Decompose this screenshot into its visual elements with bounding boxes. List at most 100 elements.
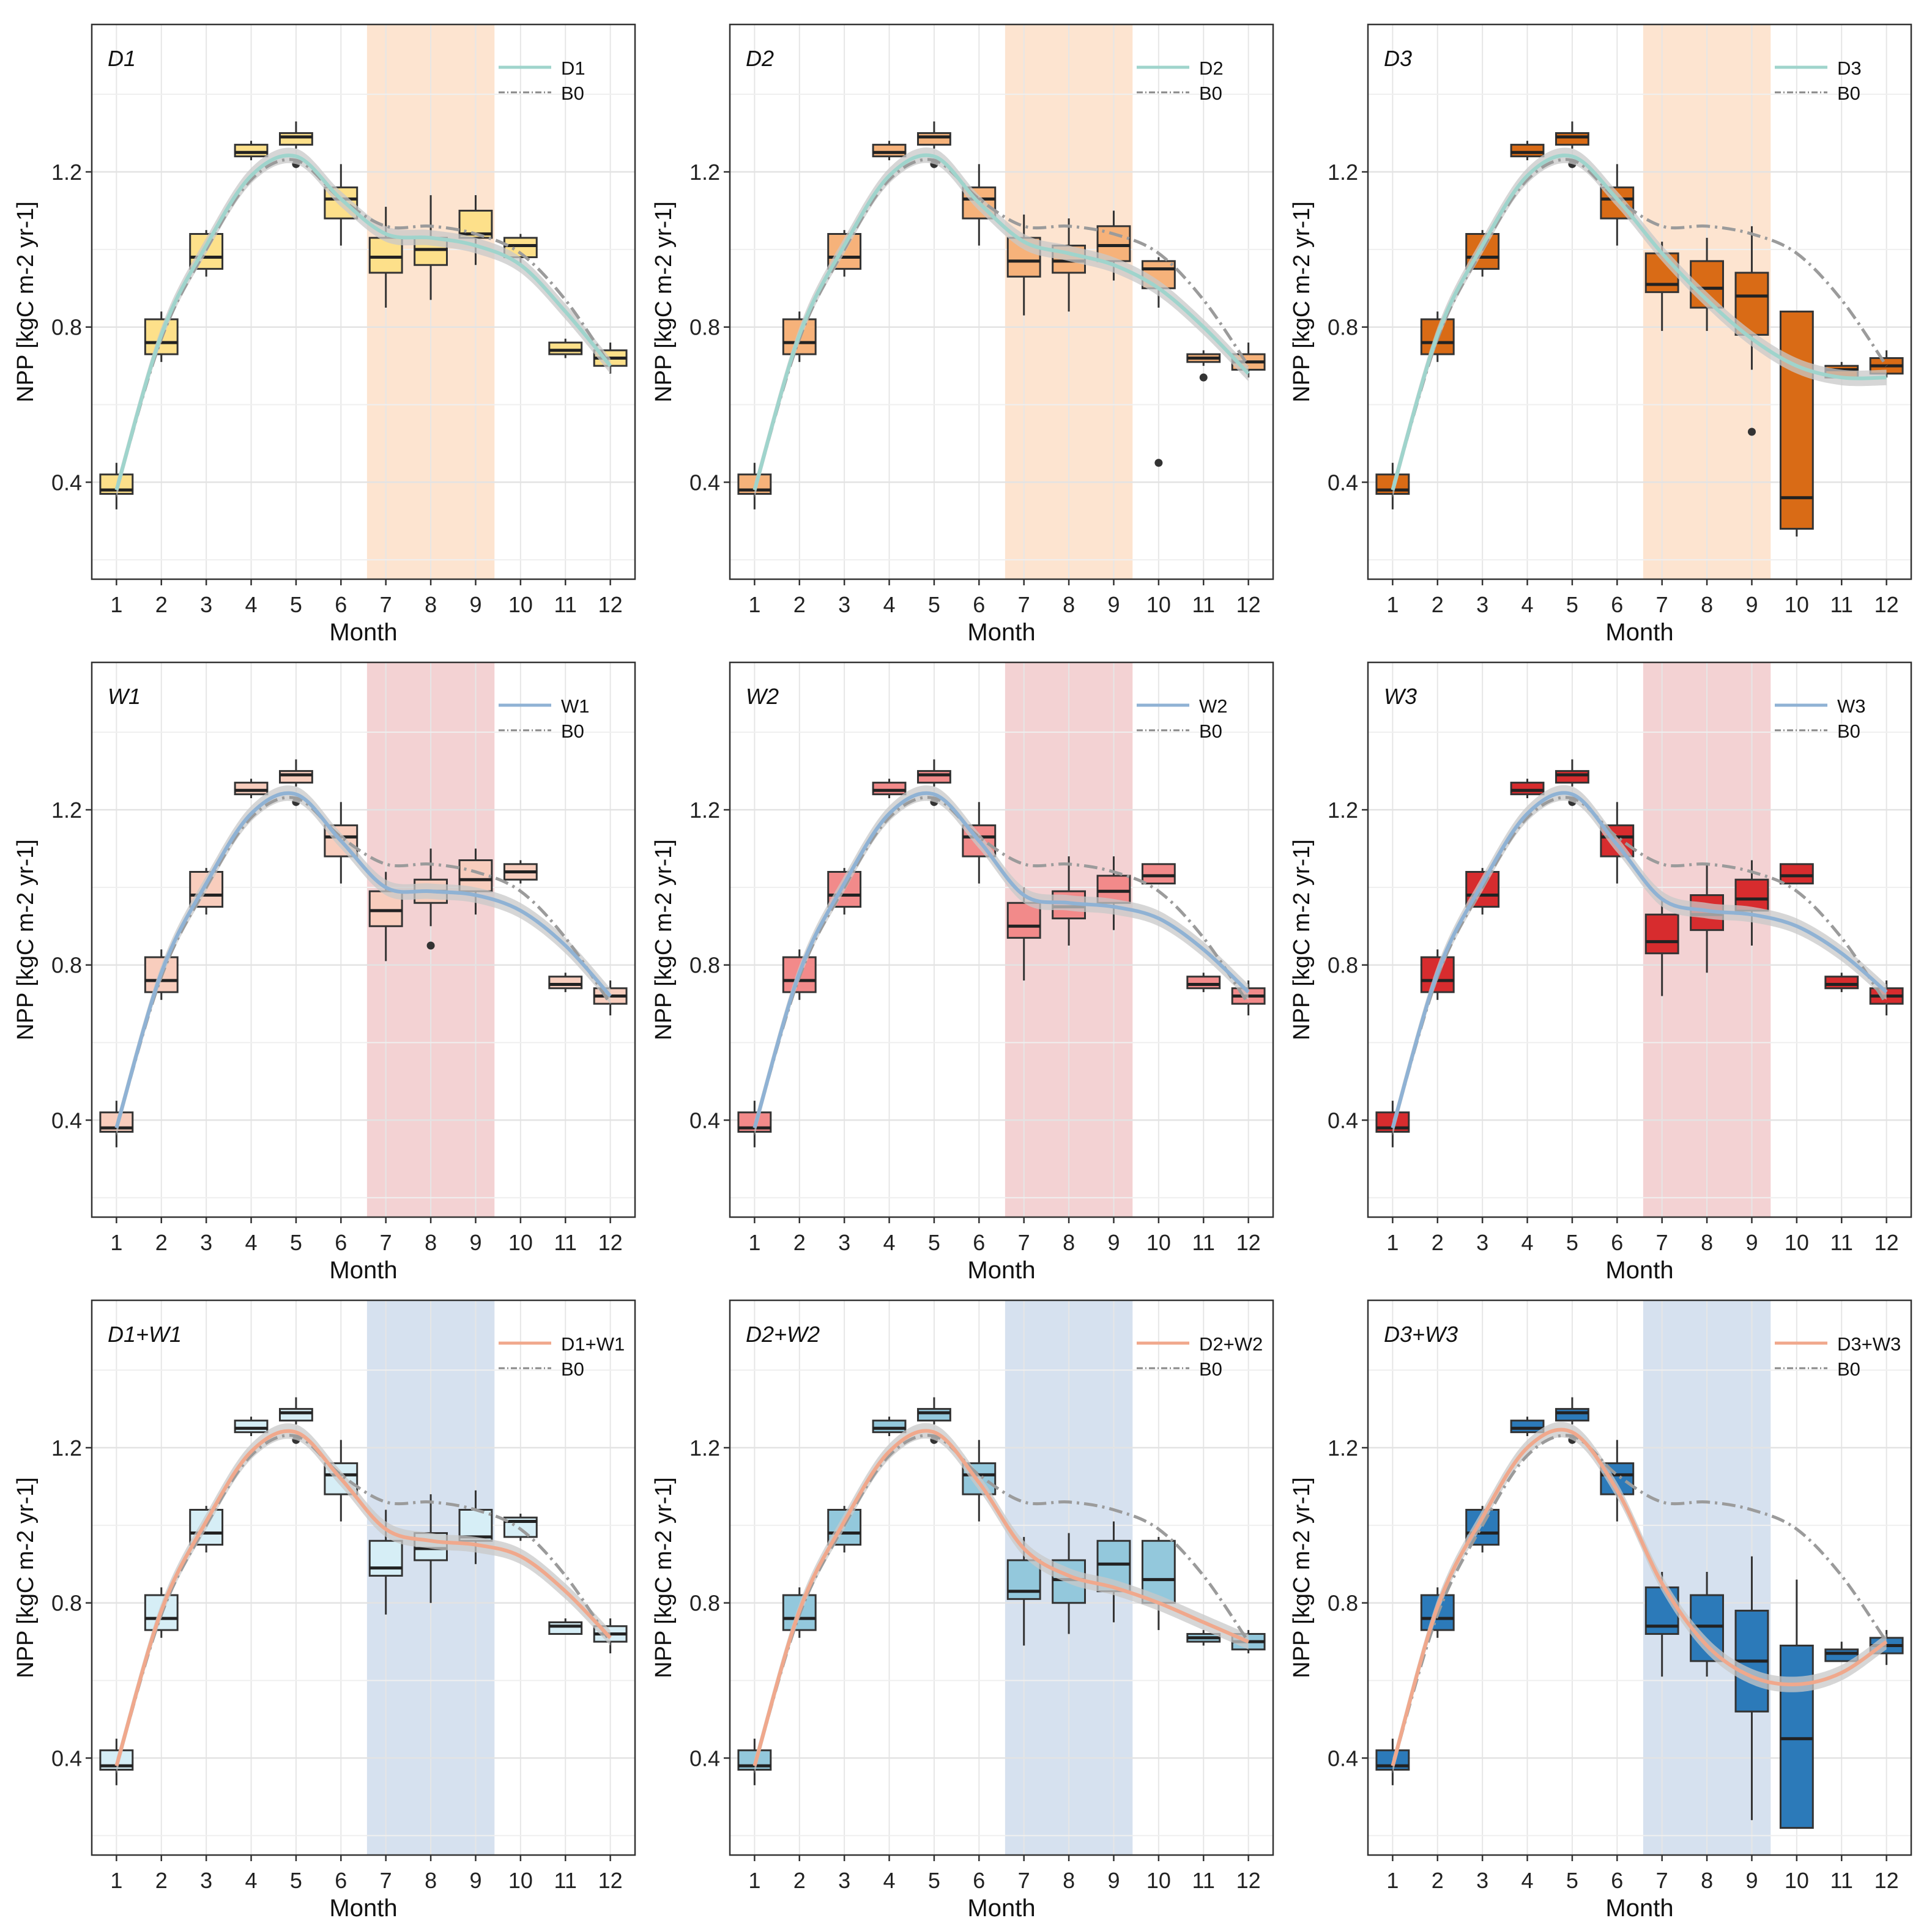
panel-title: W3 [1384, 684, 1417, 709]
legend-label-fit: W1 [561, 695, 590, 717]
panel-frame [1367, 661, 1912, 1218]
x-tick-label: 11 [554, 1230, 577, 1255]
y-tick-label: 0.8 [689, 953, 720, 978]
x-tick-label: 7 [380, 1230, 392, 1255]
x-tick-label: 3 [1476, 592, 1488, 617]
x-tick-label: 3 [1476, 1868, 1488, 1893]
box-iqr [234, 782, 269, 796]
box-month-11 [548, 972, 583, 993]
x-tick-label: 2 [155, 1230, 168, 1255]
y-axis-title: NPP [kgC m-2 yr-1] [1289, 1477, 1315, 1678]
x-tick-label: 9 [1107, 1868, 1120, 1893]
legend-label-baseline: B0 [1199, 83, 1222, 104]
x-tick-label: 5 [1566, 1868, 1578, 1893]
outlier-point [1199, 373, 1208, 382]
legend-label-baseline: B0 [1199, 1358, 1222, 1380]
legend-label-baseline: B0 [1199, 720, 1222, 742]
x-tick-label: 3 [838, 1868, 850, 1893]
box-iqr [234, 1420, 269, 1434]
x-axis-title: Month [1605, 1257, 1673, 1284]
baseline-line [753, 1434, 1250, 1766]
x-tick-label: 5 [928, 1868, 940, 1893]
x-tick-label: 4 [883, 1230, 896, 1255]
box-month-10 [503, 1513, 538, 1541]
y-tick-label: 0.4 [1328, 470, 1358, 495]
legend-label-fit: D1 [561, 57, 585, 79]
y-tick-label: 1.2 [51, 160, 82, 185]
x-tick-label: 8 [1701, 592, 1713, 617]
baseline-line [1391, 1434, 1888, 1766]
box-month-4 [1510, 1417, 1545, 1436]
y-axis-title: NPP [kgC m-2 yr-1] [1289, 839, 1315, 1040]
box-month-4 [872, 1417, 907, 1436]
box-iqr [782, 318, 817, 355]
box-month-4 [234, 141, 269, 160]
y-tick-label: 1.2 [1328, 798, 1358, 823]
x-tick-label: 7 [1018, 1868, 1030, 1893]
x-tick-label: 6 [335, 1868, 347, 1893]
x-tick-label: 8 [1063, 1868, 1075, 1893]
x-tick-label: 1 [748, 1868, 760, 1893]
x-tick-label: 2 [155, 592, 168, 617]
baseline-line [753, 158, 1250, 491]
baseline-line [115, 158, 612, 491]
outlier-point [426, 941, 435, 950]
panel-title: W1 [108, 684, 141, 709]
x-tick-label: 8 [1063, 592, 1075, 617]
y-tick-label: 1.2 [689, 160, 720, 185]
panel-title: W2 [746, 684, 779, 709]
x-tick-label: 10 [1785, 1868, 1809, 1893]
x-axis-title: Month [329, 1895, 397, 1922]
x-axis-title: Month [1605, 1895, 1673, 1922]
y-axis-title: NPP [kgC m-2 yr-1] [13, 201, 39, 402]
x-tick-label: 4 [245, 1230, 258, 1255]
x-tick-label: 2 [1432, 592, 1444, 617]
box-month-11 [1186, 1630, 1221, 1646]
x-tick-label: 4 [883, 1868, 896, 1893]
box-month-10 [503, 860, 538, 884]
legend-label-fit: D2 [1199, 57, 1224, 79]
y-tick-label: 0.4 [51, 470, 82, 495]
plot-background [92, 24, 635, 579]
panel-frame [1367, 23, 1912, 580]
baseline-line [1391, 158, 1888, 491]
legend-label-baseline: B0 [1837, 720, 1860, 742]
x-tick-label: 6 [1611, 1868, 1623, 1893]
fit-line [1391, 1428, 1888, 1766]
x-tick-label: 1 [748, 592, 760, 617]
box-month-11 [548, 338, 583, 358]
panel-frame [729, 23, 1274, 580]
x-tick-label: 4 [245, 1868, 258, 1893]
x-tick-label: 4 [1521, 592, 1534, 617]
outlier-point [1154, 459, 1163, 467]
box-iqr [548, 1621, 583, 1635]
y-tick-label: 0.4 [1328, 1108, 1358, 1133]
x-tick-label: 5 [928, 592, 940, 617]
x-tick-label: 6 [335, 1230, 347, 1255]
x-tick-label: 3 [200, 1868, 212, 1893]
outlier-point [1747, 428, 1756, 436]
box-month-4 [1510, 779, 1545, 798]
y-tick-label: 1.2 [51, 1435, 82, 1461]
box-iqr [1555, 132, 1589, 146]
x-tick-label: 12 [1236, 1868, 1261, 1893]
x-tick-label: 10 [1146, 592, 1171, 617]
x-tick-label: 5 [928, 1230, 940, 1255]
legend-label-fit: W3 [1837, 695, 1866, 717]
box-iqr [916, 770, 951, 784]
panel-frame [1367, 1299, 1912, 1856]
baseline-line [115, 1434, 612, 1766]
box-month-4 [234, 1417, 269, 1436]
x-tick-label: 1 [110, 1868, 122, 1893]
x-tick-label: 9 [1107, 1230, 1120, 1255]
box-month-10 [1779, 310, 1814, 537]
x-tick-label: 10 [1146, 1230, 1171, 1255]
box-iqr [1141, 863, 1176, 885]
box-month-4 [872, 779, 907, 798]
x-tick-label: 12 [1236, 1230, 1261, 1255]
legend-label-baseline: B0 [561, 1358, 584, 1380]
